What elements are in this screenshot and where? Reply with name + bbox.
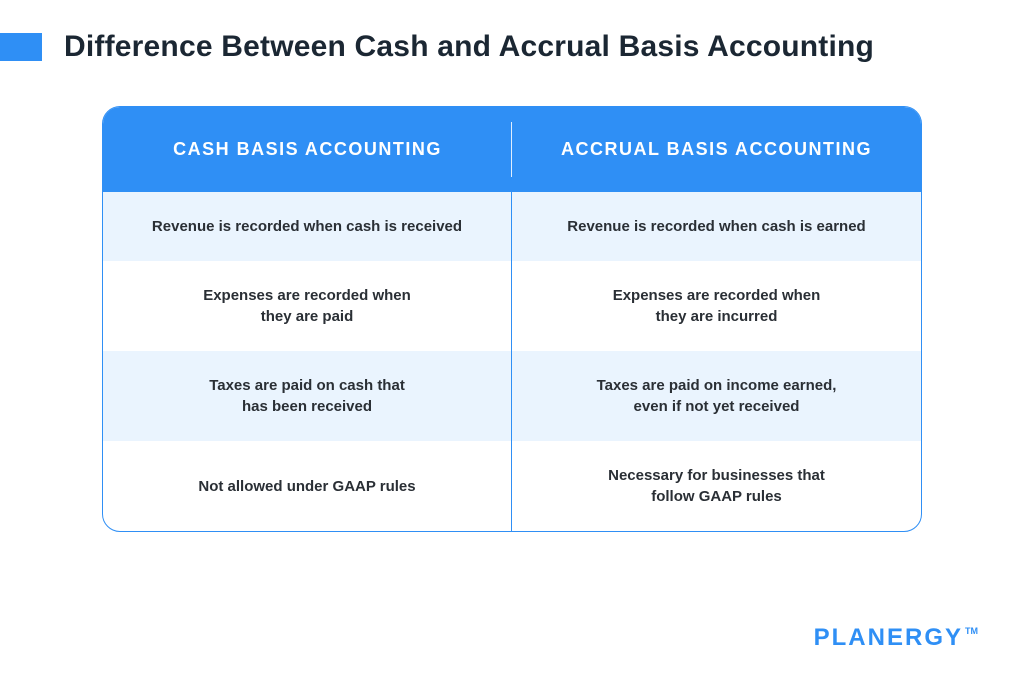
table-cell: Revenue is recorded when cash is earned [512, 192, 921, 261]
col-header-cash: CASH BASIS ACCOUNTING [103, 107, 512, 192]
cell-text: Revenue is recorded when cash is earned [567, 216, 865, 237]
brand-logo-text: PLANERGY [814, 624, 963, 652]
brand-logo-tm: TM [965, 626, 978, 636]
table-cell: Expenses are recorded when they are paid [103, 261, 512, 351]
table-cell: Expenses are recorded when they are incu… [512, 261, 921, 351]
cell-text: Not allowed under GAAP rules [198, 476, 415, 497]
cell-text: Necessary for businesses that follow GAA… [608, 465, 825, 507]
table-cell: Necessary for businesses that follow GAA… [512, 441, 921, 531]
brand-logo: PLANERGY TM [814, 624, 978, 652]
table-cell: Taxes are paid on cash that has been rec… [103, 351, 512, 441]
title-row: Difference Between Cash and Accrual Basi… [0, 30, 1024, 64]
col-header-accrual-label: ACCRUAL BASIS ACCOUNTING [561, 137, 872, 162]
cell-text: Taxes are paid on income earned, even if… [597, 375, 837, 417]
table-cell: Not allowed under GAAP rules [103, 441, 512, 531]
table-row: Revenue is recorded when cash is receive… [103, 192, 921, 261]
table-cell: Revenue is recorded when cash is receive… [103, 192, 512, 261]
cell-text: Revenue is recorded when cash is receive… [152, 216, 462, 237]
accent-bar [0, 33, 42, 61]
page-title: Difference Between Cash and Accrual Basi… [64, 30, 874, 64]
table-row: Taxes are paid on cash that has been rec… [103, 351, 921, 441]
col-header-accrual: ACCRUAL BASIS ACCOUNTING [512, 107, 921, 192]
cell-text: Expenses are recorded when they are paid [203, 285, 411, 327]
table-cell: Taxes are paid on income earned, even if… [512, 351, 921, 441]
col-header-cash-label: CASH BASIS ACCOUNTING [173, 137, 442, 162]
table-row: Not allowed under GAAP rules Necessary f… [103, 441, 921, 531]
table-row: Expenses are recorded when they are paid… [103, 261, 921, 351]
cell-text: Expenses are recorded when they are incu… [613, 285, 821, 327]
cell-text: Taxes are paid on cash that has been rec… [209, 375, 405, 417]
comparison-table: CASH BASIS ACCOUNTING ACCRUAL BASIS ACCO… [102, 106, 922, 532]
table-header-row: CASH BASIS ACCOUNTING ACCRUAL BASIS ACCO… [103, 107, 921, 192]
